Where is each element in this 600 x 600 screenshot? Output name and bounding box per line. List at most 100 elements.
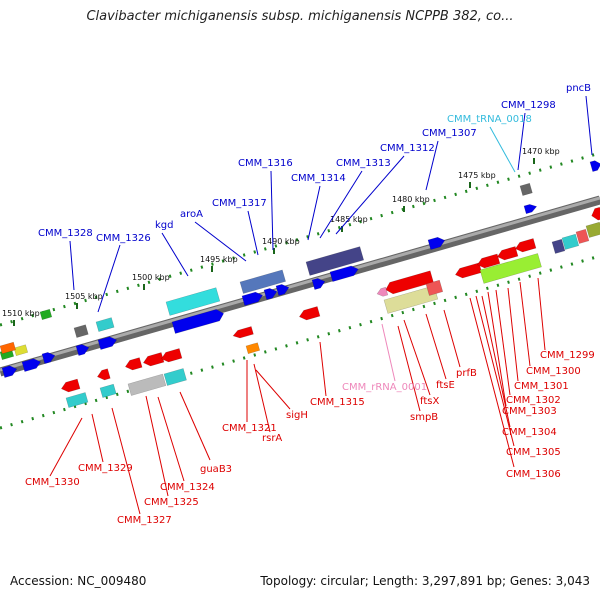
- label-leader-line: [194, 221, 247, 262]
- gene-label: CMM_1326: [96, 233, 151, 244]
- gene-label: sigH: [286, 410, 308, 421]
- gene-label: CMM_1330: [25, 477, 80, 488]
- gene-block: [561, 233, 580, 250]
- gene-label: aroA: [180, 209, 203, 220]
- gene-arrow: [263, 288, 278, 300]
- label-leader-line: [397, 325, 421, 412]
- label-leader-line: [481, 295, 511, 428]
- gene-block: [13, 344, 29, 356]
- gene-label: kgd: [155, 220, 174, 231]
- gene-label: CMM_tRNA_0018: [447, 114, 532, 125]
- gene-label: ftsX: [420, 396, 439, 407]
- gene-label: smpB: [410, 412, 438, 423]
- label-leader-line: [495, 289, 511, 396]
- gene-arrow: [523, 204, 538, 214]
- gene-arrow: [589, 160, 600, 172]
- gene-block: [239, 269, 286, 294]
- label-leader-line: [489, 126, 516, 173]
- gene-label: CMM_1301: [514, 381, 569, 392]
- gene-label: CMM_1329: [78, 463, 133, 474]
- gene-label: CMM_1317: [212, 198, 267, 209]
- gene-label: CMM_1316: [238, 158, 293, 169]
- label-leader-line: [319, 170, 363, 239]
- gene-label: CMM_1304: [502, 427, 557, 438]
- label-leader-line: [69, 240, 75, 291]
- label-leader-line: [517, 112, 526, 171]
- gene-arrow: [97, 336, 118, 350]
- gene-block: [95, 317, 115, 332]
- gene-block: [65, 392, 89, 408]
- gene-arrow: [143, 352, 165, 367]
- gene-label: guaB3: [200, 464, 232, 475]
- gene-block: [99, 383, 117, 398]
- label-leader-line: [161, 232, 189, 277]
- gene-label: CMM_1302: [506, 395, 561, 406]
- label-leader-line: [475, 295, 515, 447]
- gene-label: CMM_1314: [291, 173, 346, 184]
- label-leader-line: [425, 140, 439, 191]
- gene-label: CMM_1298: [501, 100, 556, 111]
- gene-label: CMM_1328: [38, 228, 93, 239]
- gene-label: prfB: [456, 368, 477, 379]
- gene-arrow: [1, 365, 18, 378]
- gene-block: [575, 228, 590, 244]
- gene-arrow: [97, 368, 111, 381]
- label-leader-line: [247, 210, 259, 256]
- genome-backbone: [0, 195, 600, 377]
- gene-arrow: [477, 253, 501, 269]
- gene-label: CMM_1307: [422, 128, 477, 139]
- label-leader-line: [585, 95, 593, 156]
- label-leader-line: [335, 155, 405, 235]
- scale-tick-label: 1480 kbp: [392, 195, 430, 204]
- gene-arrow: [385, 270, 434, 295]
- scale-tick-label: 1490 kbp: [262, 237, 300, 246]
- gene-block: [585, 221, 600, 238]
- gene-block: [163, 368, 187, 386]
- gene-block: [383, 285, 439, 314]
- gene-block: [0, 341, 16, 354]
- label-leader-line: [487, 291, 507, 407]
- gene-label: CMM_1306: [506, 469, 561, 480]
- gene-arrow: [61, 378, 81, 393]
- gene-arrow: [232, 326, 254, 339]
- label-leader-line: [253, 363, 271, 433]
- label-leader-line: [157, 396, 185, 482]
- gene-arrow: [241, 291, 263, 306]
- topology-text: Topology: circular; Length: 3,297,891 bp…: [260, 574, 590, 588]
- genome-title: Clavibacter michiganensis subsp. michiga…: [86, 9, 514, 24]
- gene-label: CMM_1315: [310, 397, 365, 408]
- gene-block: [39, 308, 53, 320]
- scale-tick-label: 1500 kbp: [132, 273, 170, 282]
- gene-arrow: [299, 306, 321, 321]
- accession-text: Accession: NC_009480: [10, 574, 147, 588]
- gene-label: CMM_rRNA_0001: [342, 382, 427, 393]
- gene-label: CMM_1300: [526, 366, 581, 377]
- label-leader-line: [507, 287, 519, 382]
- label-leaders: [49, 95, 593, 515]
- label-leader-line: [255, 369, 291, 410]
- label-leader-line: [179, 391, 211, 461]
- gene-arrow: [497, 246, 519, 261]
- gene-label: rsrA: [262, 433, 282, 444]
- gene-arrow: [125, 357, 143, 371]
- gene-block: [305, 246, 364, 276]
- gene-label: CMM_1303: [502, 406, 557, 417]
- gene-label: ftsE: [436, 380, 455, 391]
- label-leader-line: [91, 413, 104, 463]
- gene-label: CMM_1299: [540, 350, 595, 361]
- gene-block: [245, 342, 261, 354]
- gene-label: CMM_1321: [222, 423, 277, 434]
- label-leader-line: [319, 341, 327, 397]
- gene-arrow: [41, 352, 56, 364]
- gene-arrow: [21, 358, 42, 372]
- gene-arrow: [427, 236, 446, 250]
- gene-arrow: [311, 278, 326, 290]
- gene-arrow: [515, 238, 537, 253]
- label-leader-line: [111, 407, 141, 515]
- scale-tick-label: 1505 kbp: [65, 292, 103, 301]
- label-leader-line: [443, 309, 461, 368]
- scale-tick-label: 1510 kbp: [2, 309, 40, 318]
